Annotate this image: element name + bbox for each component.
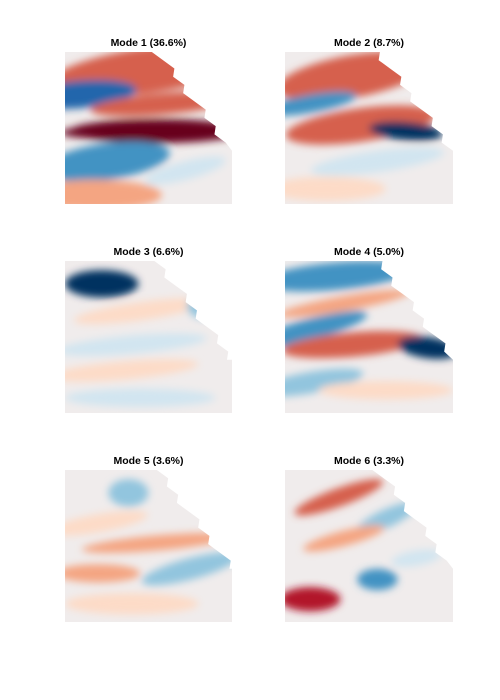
anomaly-lobe (285, 311, 368, 348)
anomaly-lobe (65, 141, 170, 182)
anomaly-lobe (141, 552, 232, 586)
heatmap-field (285, 52, 453, 204)
anomaly-lobe (285, 331, 423, 359)
anomaly-lobe (65, 564, 141, 583)
panel-title: Mode 5 (3.6%) (113, 455, 183, 467)
anomaly-lobe (285, 587, 341, 612)
anomaly-lobe (285, 105, 436, 145)
mode-panel-3: Mode 3 (6.6%) (65, 246, 232, 413)
anomaly-lobe (65, 388, 216, 407)
anomaly-lobe (65, 270, 139, 298)
anomaly-lobe (310, 147, 444, 176)
anomaly-lobe (65, 510, 148, 536)
anomaly-lobe (369, 121, 443, 141)
anomaly-lobe (81, 532, 232, 553)
land-mask (372, 470, 453, 569)
anomaly-lobe (391, 549, 441, 567)
mode-panel-4: Mode 4 (5.0%) (285, 246, 453, 413)
panel-title: Mode 4 (5.0%) (334, 246, 404, 258)
land-mask (156, 470, 232, 569)
heatmap-field (285, 261, 453, 413)
panel-title: Mode 3 (6.6%) (113, 246, 183, 258)
mode-panel-5: Mode 5 (3.6%) (65, 455, 232, 622)
anomaly-lobe (285, 176, 386, 201)
panel-title: Mode 6 (3.3%) (334, 455, 404, 467)
anomaly-lobe (144, 156, 226, 185)
anomaly-lobe (285, 289, 410, 318)
heatmap-field (65, 261, 232, 413)
heatmap-field (65, 52, 232, 204)
anomaly-lobe (65, 179, 162, 204)
anomaly-lobe (285, 91, 357, 116)
heatmap-field (285, 470, 453, 622)
mode-panel-2: Mode 2 (8.7%) (285, 37, 453, 204)
anomaly-lobe (65, 124, 211, 141)
anomaly-lobe (285, 261, 411, 292)
anomaly-lobe (65, 333, 207, 356)
land-mask (151, 52, 232, 151)
land-mask (377, 52, 453, 151)
anomaly-lobe (108, 479, 149, 507)
land-mask (377, 261, 453, 360)
land-mask (154, 261, 232, 360)
anomaly-lobe (294, 479, 384, 516)
anomaly-lobe (65, 593, 199, 615)
panel-title: Mode 1 (36.6%) (111, 37, 187, 49)
mode-panel-1: Mode 1 (36.6%) (65, 37, 232, 204)
panel-title: Mode 2 (8.7%) (334, 37, 404, 49)
anomaly-lobe (65, 359, 199, 382)
heatmap-field (65, 470, 232, 622)
anomaly-lobe (318, 381, 453, 400)
anomaly-lobe (303, 525, 385, 552)
mode-panel-6: Mode 6 (3.3%) (285, 455, 453, 622)
anomaly-lobe (285, 368, 364, 397)
anomaly-lobe (397, 336, 453, 359)
anomaly-lobe (73, 298, 207, 325)
anomaly-lobe (357, 568, 398, 591)
